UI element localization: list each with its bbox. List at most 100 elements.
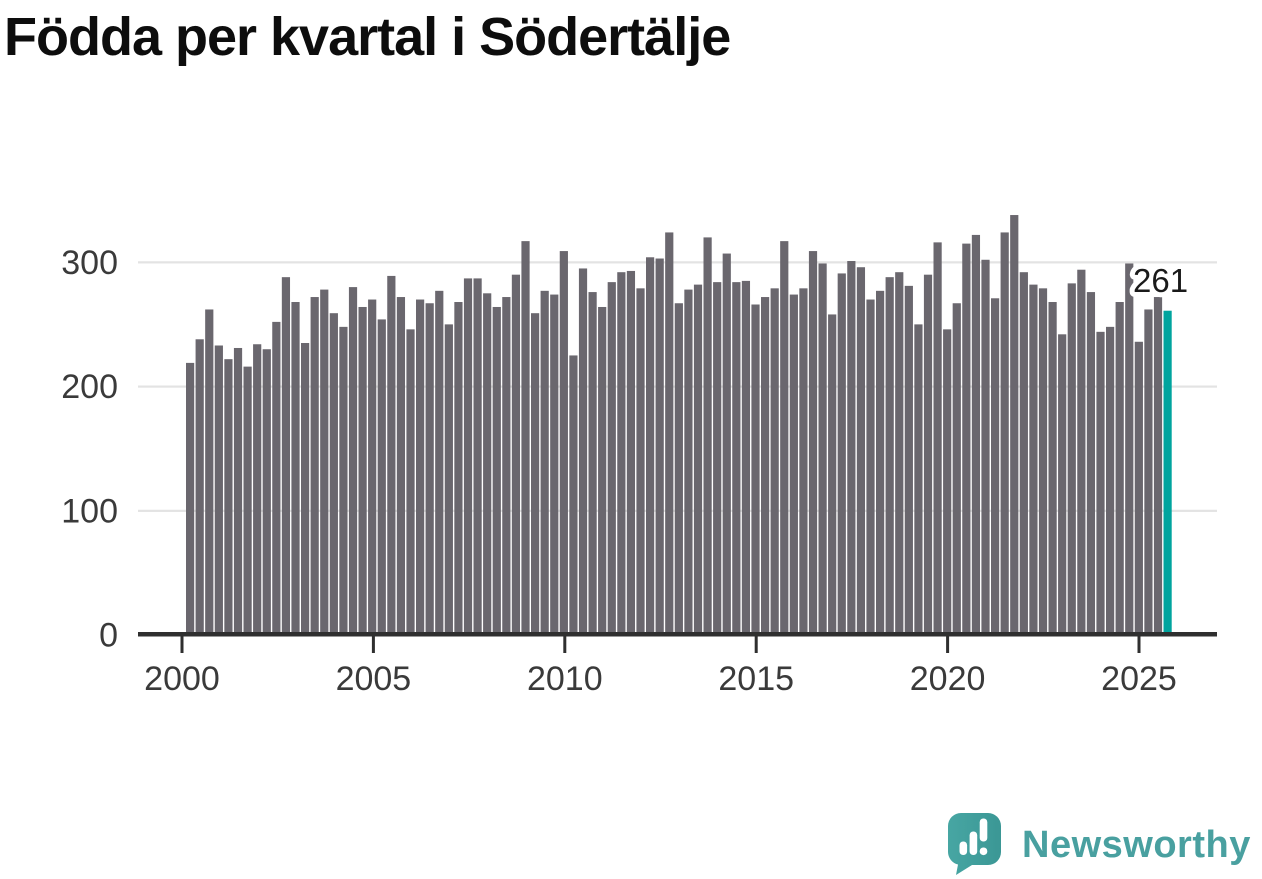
bar [588,292,597,635]
highlighted-bar [1163,310,1172,635]
bar [741,280,751,635]
bar [876,290,885,635]
bar [531,313,540,635]
bar [1106,326,1115,635]
bar [943,329,952,635]
x-tick-mark [371,636,375,653]
x-tick-label: 2015 [718,660,794,698]
bar-series [186,215,1172,636]
y-tick-label: 0 [99,617,118,655]
bar [818,263,827,635]
bar [1038,288,1048,635]
bar [991,298,1000,635]
chart-title: Födda per kvartal i Södertälje [4,7,731,67]
bar [665,232,674,635]
bar [828,314,837,635]
bar [1125,263,1134,635]
bar [866,299,875,635]
bar [233,347,243,635]
bar [1115,302,1124,635]
bar [626,270,636,635]
bar [655,258,664,635]
x-tick-mark [946,636,950,653]
bar [224,359,233,635]
bar [780,241,789,635]
bar [416,299,425,635]
bar [473,278,482,635]
bar [291,302,300,635]
bar [454,302,463,635]
bar [253,344,262,635]
bar [502,297,511,635]
bar [1010,215,1019,636]
x-axis-line [138,632,1217,637]
bar [578,268,588,635]
bar [310,297,319,635]
bar [962,243,971,636]
bar [904,285,913,635]
bar [569,355,578,635]
bar [895,272,904,635]
bar [444,324,453,636]
bar [1096,331,1105,635]
bar [1134,341,1143,635]
bar [933,242,942,635]
bar [492,306,501,635]
bar [751,304,760,635]
bar [1077,269,1086,635]
bar [320,289,329,635]
bar [808,251,818,635]
bar [693,284,703,635]
bar [243,366,252,635]
bar [952,303,961,635]
logo-bar-2 [969,831,978,855]
bar [205,309,214,635]
bar [598,306,607,635]
bar [674,303,683,635]
bar [1019,272,1028,635]
last-value-annotation: 261 [1133,262,1188,299]
bar [914,324,923,636]
bar [1067,283,1076,635]
bar [1153,297,1163,635]
x-tick-mark [1137,636,1141,653]
bar [981,259,990,635]
bar [550,294,559,635]
bar [396,297,406,635]
bar [847,261,856,635]
bar [837,273,846,635]
bar [463,278,473,635]
newsworthy-logo: Newsworthy [948,812,1251,878]
bar [1144,309,1153,635]
bar [329,313,338,635]
logo-exclamation-dot [979,847,988,856]
bar [789,294,798,635]
bar [483,293,492,635]
x-tick-mark [754,636,758,653]
bar [387,275,396,635]
newsworthy-icon [948,813,1001,875]
x-tick-label: 2005 [336,660,412,698]
logo-exclamation-bar [979,818,988,842]
bar [722,253,731,636]
bar [1086,292,1096,635]
bar [281,277,291,635]
bar [272,321,281,635]
y-tick-label: 100 [61,492,118,530]
bar [770,288,779,635]
bar [301,343,310,635]
bar [262,349,271,635]
newsworthy-wordmark: Newsworthy [1022,824,1251,866]
bar [377,319,386,635]
x-axis-ticks [180,636,1141,653]
x-tick-label: 2020 [910,660,986,698]
bar [511,274,521,635]
x-tick-label: 2025 [1101,660,1177,698]
y-tick-label: 300 [61,244,118,282]
y-tick-label: 200 [61,368,118,406]
x-tick-label: 2000 [144,660,220,698]
bar [195,339,204,635]
bar [540,290,549,635]
